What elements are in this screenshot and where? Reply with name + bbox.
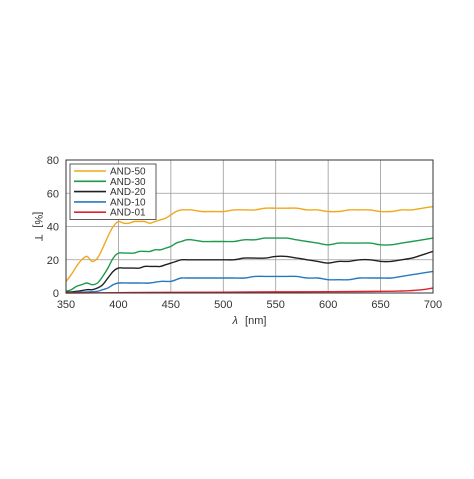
series-line-and-10 — [65, 270, 434, 294]
x-tick-label: 600 — [319, 299, 337, 311]
series-line-and-20 — [65, 250, 434, 293]
y-axis-symbol: T — [32, 235, 44, 242]
legend-label: AND-30 — [110, 177, 146, 188]
x-tick-label: 700 — [424, 299, 442, 311]
x-tick-label: 450 — [162, 299, 180, 311]
plot-frame — [65, 159, 434, 294]
legend-label: AND-50 — [110, 167, 146, 178]
y-tick-label: 0 — [53, 288, 59, 300]
y-tick-label: 60 — [47, 188, 59, 200]
x-axis-unit: [nm] — [245, 315, 266, 327]
x-axis-label: λ [nm] — [232, 315, 267, 327]
y-tick-label: 80 — [47, 155, 59, 167]
series-line-and-50 — [65, 205, 434, 282]
x-tick-labels: 350 400 450 500 550 600 650 700 — [57, 299, 442, 311]
legend-label: AND-01 — [110, 208, 146, 219]
y-axis-unit: [%] — [32, 212, 44, 228]
x-tick-label: 500 — [214, 299, 232, 311]
series-line-and-01 — [65, 287, 434, 294]
series-lines — [65, 205, 434, 294]
legend-label: AND-20 — [110, 187, 146, 198]
x-axis-symbol: λ — [232, 315, 238, 327]
series-line-and-30 — [65, 237, 434, 292]
x-tick-label: 350 — [57, 299, 75, 311]
x-tick-label: 400 — [109, 299, 127, 311]
y-tick-label: 20 — [47, 255, 59, 267]
y-axis-label: [%] T — [32, 212, 44, 242]
y-tick-label: 40 — [47, 222, 59, 234]
x-tick-label: 650 — [371, 299, 389, 311]
y-tick-labels: 0 20 40 60 80 — [47, 155, 59, 300]
x-tick-label: 550 — [267, 299, 285, 311]
legend-label: AND-10 — [110, 197, 146, 208]
